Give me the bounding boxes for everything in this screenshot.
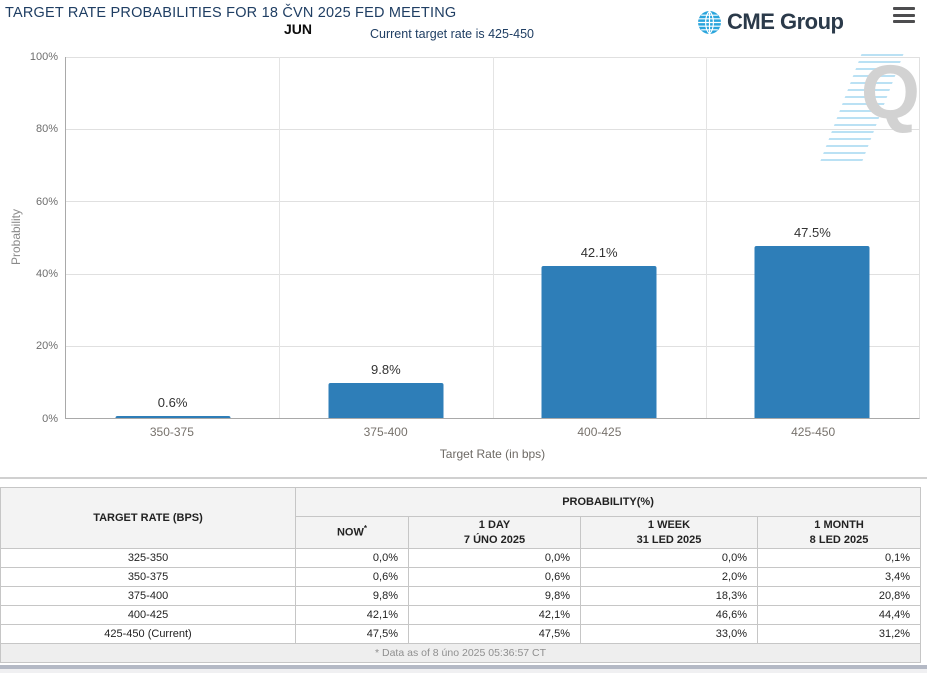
day-cell: 9,8% xyxy=(408,586,581,606)
footnote-asterisk: * xyxy=(363,524,367,534)
table-row: 425-450 (Current) 47,5% 47,5% 33,0% 31,2… xyxy=(0,624,922,644)
cme-group-logo[interactable]: CME Group xyxy=(697,9,844,35)
bar-value-label: 42.1% xyxy=(580,244,618,260)
table-row: 400-425 42,1% 42,1% 46,6% 44,4% xyxy=(0,605,922,625)
y-tick-60: 60% xyxy=(35,196,58,208)
section-divider xyxy=(0,477,927,479)
week-cell: 18,3% xyxy=(580,586,758,606)
probability-table: TARGET RATE (BPS) PROBABILITY(%) NOW* 1 … xyxy=(0,487,922,663)
month-cell: 20,8% xyxy=(756,586,922,606)
day-cell: 42,1% xyxy=(408,605,581,625)
month-cell: 3,4% xyxy=(756,567,922,587)
globe-icon xyxy=(697,10,722,35)
week-cell: 46,6% xyxy=(580,605,758,625)
probability-bar xyxy=(754,246,870,418)
bottom-fill xyxy=(0,669,927,673)
day-cell: 47,5% xyxy=(408,624,581,644)
x-category: 400-425 xyxy=(577,425,622,439)
rate-cell: 400-425 xyxy=(0,605,296,625)
month-cell: 44,4% xyxy=(756,605,922,625)
col-header-1-week: 1 WEEK 31 LED 2025 xyxy=(580,516,758,549)
bar-group-375-400: 9.8% xyxy=(279,57,492,418)
now-cell: 0,6% xyxy=(295,567,409,587)
col-header-probability: PROBABILITY(%) xyxy=(294,487,922,517)
rate-cell: 375-400 xyxy=(0,586,296,606)
table-footnote-row: * Data as of 8 úno 2025 05:36:57 CT xyxy=(0,643,922,663)
page-title: TARGET RATE PROBABILITIES FOR 18 ČVN 202… xyxy=(5,5,457,21)
day-cell: 0,0% xyxy=(408,548,581,568)
table-row: 375-400 9,8% 9,8% 18,3% 20,8% xyxy=(0,586,922,606)
table-row: 350-375 0,6% 0,6% 2,0% 3,4% xyxy=(0,567,922,587)
hamburger-menu-icon[interactable] xyxy=(893,7,915,23)
y-tick-40: 40% xyxy=(35,268,58,280)
data-as-of-note: * Data as of 8 úno 2025 05:36:57 CT xyxy=(0,643,922,663)
x-category: 350-375 xyxy=(149,425,194,439)
y-tick-20: 20% xyxy=(35,340,58,352)
y-tick-0: 0% xyxy=(42,413,58,425)
day-cell: 0,6% xyxy=(408,567,581,587)
y-tick-100: 100% xyxy=(29,51,58,63)
now-cell: 47,5% xyxy=(295,624,409,644)
bottom-divider-bar xyxy=(0,665,927,669)
x-category: 425-450 xyxy=(791,425,836,439)
bar-value-label: 47.5% xyxy=(793,225,831,241)
y-tick-80: 80% xyxy=(35,123,58,135)
gridline xyxy=(705,57,707,418)
x-axis-title: Target Rate (in bps) xyxy=(439,447,546,461)
bar-group-350-375: 0.6% xyxy=(66,57,279,418)
week-cell: 33,0% xyxy=(580,624,758,644)
current-target-rate-note: Current target rate is 425-450 xyxy=(370,27,534,41)
table-row: 325-350 0,0% 0,0% 0,0% 0,1% xyxy=(0,548,922,568)
bar-chart-plot-area: 0.6% 9.8% 42.1% 47.5% xyxy=(65,57,920,419)
rate-cell: 350-375 xyxy=(0,567,296,587)
x-category: 375-400 xyxy=(363,425,408,439)
col-header-1-day: 1 DAY 7 ÚNO 2025 xyxy=(408,516,581,549)
gridline xyxy=(279,57,281,418)
x-axis-categories: 350-375 375-400 400-425 425-450 xyxy=(65,425,920,439)
month-cell: 0,1% xyxy=(756,548,922,568)
rate-cell: 425-450 (Current) xyxy=(0,624,296,644)
probability-bar xyxy=(115,415,231,418)
bar-group-400-425: 42.1% xyxy=(493,57,706,418)
bar-value-label: 9.8% xyxy=(371,361,401,377)
bar-group-425-450: 47.5% xyxy=(706,57,919,418)
col-header-target-rate: TARGET RATE (BPS) xyxy=(0,487,296,549)
now-cell: 0,0% xyxy=(295,548,409,568)
y-axis-title: Probability xyxy=(9,208,23,266)
rate-cell: 325-350 xyxy=(0,548,296,568)
week-cell: 2,0% xyxy=(580,567,758,587)
bar-value-label: 0.6% xyxy=(157,394,188,410)
probability-bar xyxy=(541,265,657,418)
col-header-now: NOW* xyxy=(295,516,409,549)
now-cell: 42,1% xyxy=(295,605,409,625)
meeting-month-label: JUN xyxy=(284,21,313,37)
month-cell: 31,2% xyxy=(756,624,922,644)
now-cell: 9,8% xyxy=(295,586,409,606)
cme-group-logo-text: CME Group xyxy=(727,9,844,34)
probability-bar xyxy=(328,382,444,418)
col-header-1-month: 1 MONTH 8 LED 2025 xyxy=(756,516,922,549)
week-cell: 0,0% xyxy=(580,548,758,568)
gridline xyxy=(492,57,494,418)
